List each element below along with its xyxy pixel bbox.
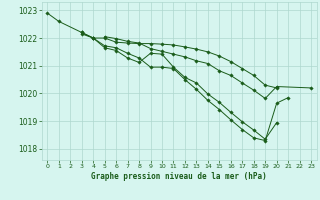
X-axis label: Graphe pression niveau de la mer (hPa): Graphe pression niveau de la mer (hPa) <box>91 172 267 181</box>
